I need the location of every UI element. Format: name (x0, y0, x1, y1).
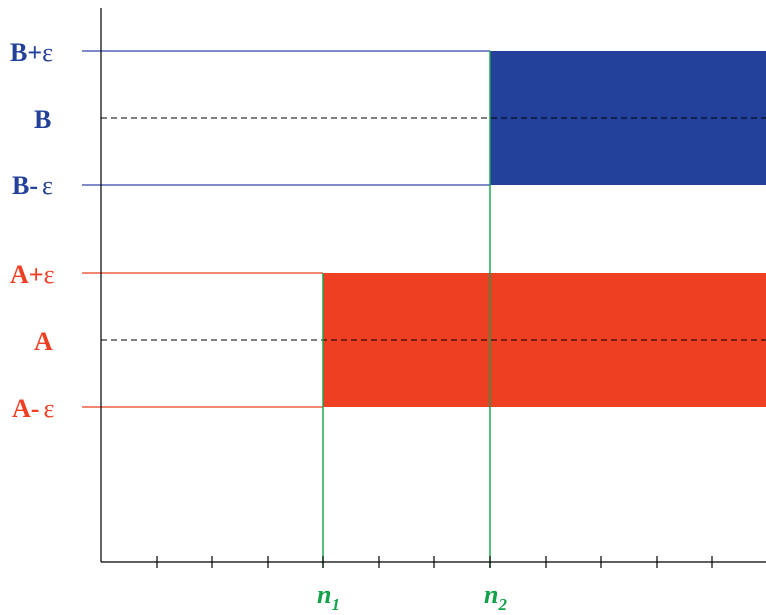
label-n1: n1 (317, 580, 340, 614)
label-b: B (34, 105, 51, 134)
label-n2: n2 (484, 580, 507, 614)
label-a: A (34, 327, 53, 356)
label-b-minus-epsilon: B-ε (12, 171, 53, 200)
label-a-minus-epsilon: A-ε (12, 394, 54, 423)
x-axis-ticks (156, 556, 713, 568)
label-a-plus-epsilon: A+ε (10, 260, 55, 289)
label-b-plus-epsilon: B+ε (10, 38, 53, 67)
